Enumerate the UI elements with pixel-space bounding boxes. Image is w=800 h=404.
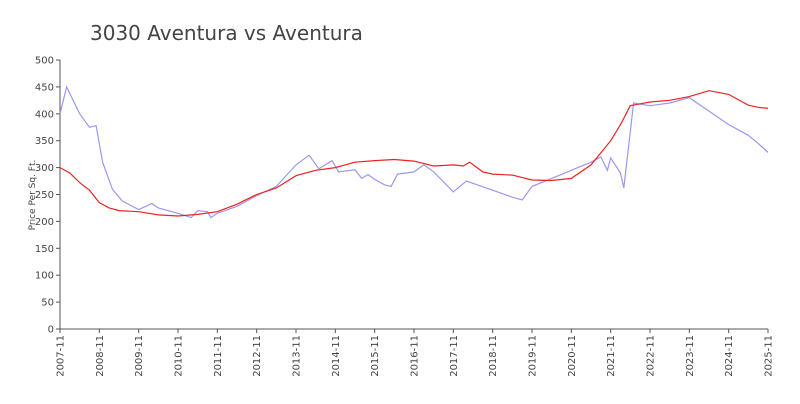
y-tick-label: 400 xyxy=(35,109,54,120)
y-axis-label: Price Per Sq. Ft. xyxy=(28,160,38,231)
y-tick-label: 100 xyxy=(35,271,54,282)
x-tick-label: 2022-11 xyxy=(646,335,657,377)
x-tick-label: 2013-11 xyxy=(292,335,303,377)
y-tick-label: 500 xyxy=(35,56,54,67)
x-tick-label: 2016-11 xyxy=(410,335,421,377)
x-tick-label: 2010-11 xyxy=(174,335,185,377)
chart-title: 3030 Aventura vs Aventura xyxy=(90,21,363,45)
x-tick-label: 2019-11 xyxy=(528,335,539,377)
x-tick-label: 2025-11 xyxy=(764,335,775,377)
x-tick-label: 2011-11 xyxy=(213,335,224,377)
x-tick-label: 2008-11 xyxy=(95,335,106,377)
x-tick-label: 2014-11 xyxy=(331,335,342,377)
x-tick-label: 2023-11 xyxy=(685,335,696,377)
y-tick-label: 450 xyxy=(35,82,54,93)
x-tick-label: 2024-11 xyxy=(724,335,735,377)
y-tick-label: 350 xyxy=(35,136,54,147)
y-tick-label: 50 xyxy=(41,298,54,309)
x-tick-label: 2018-11 xyxy=(488,335,499,377)
x-tick-label: 2012-11 xyxy=(252,335,263,377)
x-tick-label: 2015-11 xyxy=(370,335,381,377)
y-tick-label: 0 xyxy=(48,325,54,336)
series-line xyxy=(59,90,769,217)
x-tick-label: 2020-11 xyxy=(567,335,578,377)
x-tick-label: 2021-11 xyxy=(606,335,617,377)
x-tick-label: 2007-11 xyxy=(56,335,67,377)
y-tick-label: 300 xyxy=(35,163,54,174)
y-tick-label: 200 xyxy=(35,217,54,228)
y-tick-label: 250 xyxy=(35,190,54,201)
x-tick-label: 2009-11 xyxy=(134,335,145,377)
x-tick-label: 2017-11 xyxy=(449,335,460,377)
series-line xyxy=(59,85,769,219)
y-tick-label: 150 xyxy=(35,244,54,255)
